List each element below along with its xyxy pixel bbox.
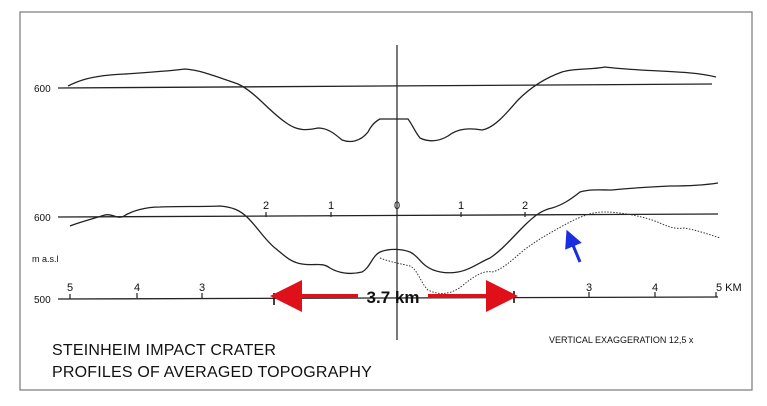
tick-label: 3 [199,282,205,294]
tick-label: 2 [522,200,528,212]
lower-topography-profile [69,182,719,275]
lower-km-ticks [69,292,717,299]
tick-label: 4 [652,282,658,294]
upper-km-ticks [265,212,526,217]
figure-frame [19,11,753,391]
tick-label: 5 [67,282,73,294]
lower-secondary-dotted-profile [379,211,721,294]
vertical-exaggeration-label: VERTICAL EXAGGERATION 12,5 x [549,335,694,345]
blue-pointer-arrow [565,229,582,263]
lower-600m-reference-line [57,213,719,218]
tick-label: 0 [394,200,400,212]
upper-600m-reference-line [57,83,713,89]
caption-title: STEINHEIM IMPACT CRATER [52,342,277,359]
tick-label: 3 [586,282,592,294]
tick-label: 2 [263,200,269,212]
tick-label: 5 KM [716,282,742,294]
masl-label: m a.s.l [32,254,59,264]
500m-baseline [57,296,719,300]
elevation-label-500: 500 [34,295,51,306]
tick-label: 1 [328,200,334,212]
tick-label: 1 [458,200,464,212]
tick-label: 4 [134,282,140,294]
caption-subtitle: PROFILES OF AVERAGED TOPOGRAPHY [52,364,373,381]
elevation-label-upper: 600 [34,84,51,95]
measurement-label: 3.7 km [367,288,420,307]
upper-topography-profile [67,66,717,143]
elevation-label-lower: 600 [34,213,51,224]
